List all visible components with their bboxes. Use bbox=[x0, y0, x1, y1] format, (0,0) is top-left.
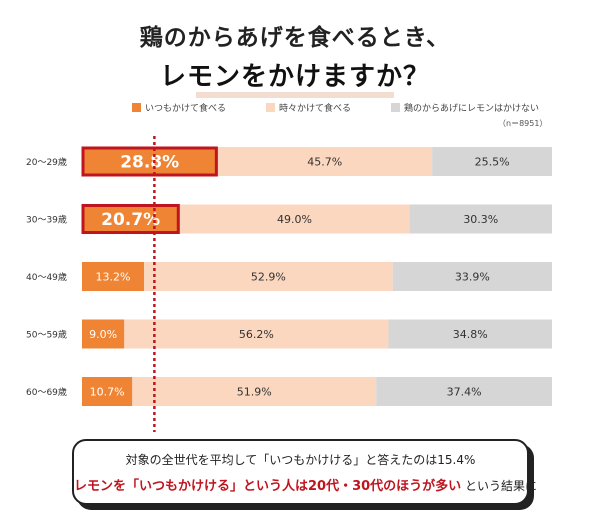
title-underline bbox=[196, 92, 394, 98]
bar-20-29-series-2 bbox=[432, 147, 552, 176]
callout-emphasis: レモンを「いつもかけける」という人は20代・30代のほうが多い bbox=[74, 479, 462, 494]
value-label-40-49-series-2: 33.9% bbox=[455, 271, 490, 284]
legend-item-never: 鶏のからあげにレモンはかけない bbox=[391, 101, 539, 114]
value-label-40-49-series-1: 52.9% bbox=[251, 271, 286, 284]
value-label-50-59-series-2: 34.8% bbox=[453, 328, 488, 341]
bar-50-59-series-0 bbox=[82, 319, 125, 349]
highlight-frame-30-39 bbox=[81, 204, 180, 234]
bar-40-49-series-2 bbox=[392, 262, 552, 291]
value-label-60-69-series-2: 37.4% bbox=[447, 386, 482, 399]
chart-title-line2: レモンをかけますか？ bbox=[159, 62, 430, 92]
legend-item-always: いつもかけて食べる bbox=[132, 101, 226, 114]
category-label-40-49: 40〜49歳 bbox=[26, 271, 67, 283]
value-label-50-59-series-1: 56.2% bbox=[239, 328, 274, 341]
legend-swatch-sometimes bbox=[266, 102, 276, 112]
bar-20-29-series-0 bbox=[82, 147, 218, 176]
category-label-50-59: 50〜59歳 bbox=[26, 329, 67, 341]
chart-title-line1: 鶏のからあげを食べるとき、 bbox=[139, 25, 451, 51]
bar-30-39-series-1 bbox=[179, 204, 410, 234]
bar-30-39-series-0 bbox=[82, 204, 180, 234]
bar-40-49-series-0 bbox=[82, 262, 145, 291]
bar-20-29-series-1 bbox=[217, 147, 433, 176]
legend-swatch-always bbox=[132, 102, 141, 112]
legend-swatch-never bbox=[391, 102, 401, 112]
value-label-20-29-series-1: 45.7% bbox=[307, 156, 342, 169]
value-label-30-39-series-0: 20.7% bbox=[101, 210, 160, 230]
legend-label-always: いつもかけて食べる bbox=[145, 103, 227, 114]
value-label-30-39-series-1: 49.0% bbox=[277, 213, 312, 226]
value-label-50-59-series-0: 9.0% bbox=[89, 328, 117, 341]
legend: いつもかけて食べる 時々かけて食べる 鶏のからあげにレモンはかけない bbox=[132, 101, 579, 114]
category-label-20-29: 20〜29歳 bbox=[26, 156, 67, 168]
bar-50-59-series-2 bbox=[388, 319, 552, 349]
callout-suffix: という結果に bbox=[461, 479, 538, 493]
value-label-20-29-series-2: 25.5% bbox=[475, 156, 510, 169]
highlight-frame-20-29 bbox=[81, 146, 218, 177]
bar-40-49-series-1 bbox=[144, 262, 393, 291]
category-label-60-69: 60〜69歳 bbox=[26, 386, 67, 398]
callout-line2: レモンを「いつもかけける」という人は20代・30代のほうが多い という結果に bbox=[74, 475, 537, 494]
legend-label-sometimes: 時々かけて食べる bbox=[279, 103, 352, 114]
value-label-30-39-series-2: 30.3% bbox=[463, 213, 498, 226]
legend-label-never: 鶏のからあげにレモンはかけない bbox=[404, 103, 540, 114]
value-label-60-69-series-1: 51.9% bbox=[237, 386, 272, 399]
bar-60-69-series-0 bbox=[82, 377, 133, 406]
category-label-30-39: 30〜39歳 bbox=[26, 214, 67, 226]
bar-50-59-series-1 bbox=[124, 319, 389, 349]
bar-60-69-series-1 bbox=[132, 377, 377, 406]
bar-30-39-series-2 bbox=[409, 204, 552, 234]
value-label-60-69-series-0: 10.7% bbox=[90, 386, 125, 399]
legend-item-sometimes: 時々かけて食べる bbox=[266, 101, 351, 114]
sample-size-note: （n＝8951） bbox=[498, 119, 548, 128]
value-label-20-29-series-0: 28.8% bbox=[120, 153, 179, 173]
bar-60-69-series-2 bbox=[376, 377, 552, 406]
summary-callout: 対象の全世代を平均して「いつもかけける」と答えたのは15.4% レモンを「いつも… bbox=[72, 439, 537, 505]
value-label-40-49-series-0: 13.2% bbox=[96, 271, 131, 284]
callout-line1: 対象の全世代を平均して「いつもかけける」と答えたのは15.4% bbox=[125, 453, 476, 467]
